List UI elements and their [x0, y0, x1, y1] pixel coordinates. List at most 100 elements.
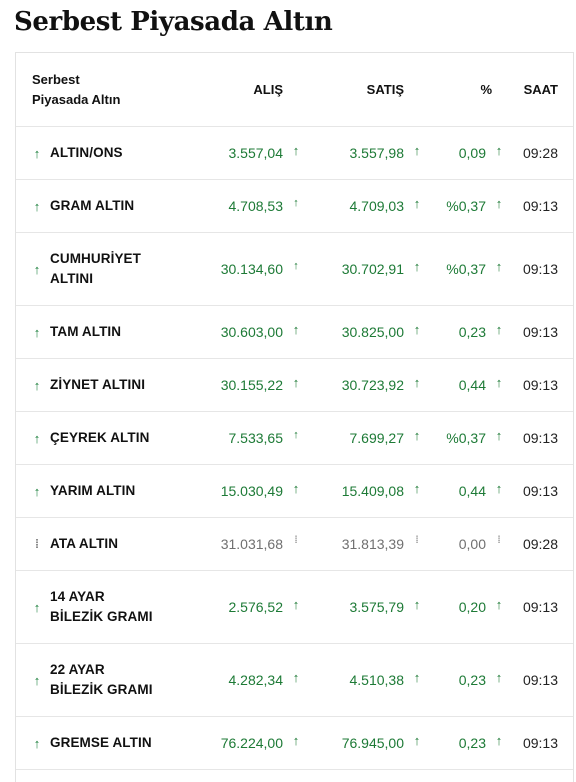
gold-type-label[interactable]: ÇEYREK ALTIN — [50, 428, 149, 448]
pct-value: 0,20 — [458, 599, 486, 615]
table-row[interactable]: ↑ 22 AYAR BİLEZİK GRAMI 4.282,34 ↑ 4.510,38 ↑ 0… — [16, 644, 573, 717]
cell-name: ↑ ALTIN/ONS — [16, 127, 176, 179]
gold-type-line1: 22 AYAR — [50, 662, 105, 677]
arrow-up-icon: ↑ — [413, 258, 421, 274]
arrow-up-icon: ↑ — [33, 145, 41, 161]
arrow-up-icon: ↑ — [495, 258, 503, 274]
alis-value: 3.557,04 — [228, 145, 284, 161]
cell-alis: 7.533,65 ↑ — [176, 412, 303, 464]
table-row[interactable]: ↑ CUMHURİYET ALTINI 30.134,60 ↑ 30.702,91 ↑ %0,… — [16, 233, 573, 306]
cell-pct: 0,20 ↑ — [424, 571, 506, 643]
cell-alis: 2.576,52 ↑ — [176, 571, 303, 643]
gold-type-label[interactable]: GREMSE ALTIN — [50, 733, 152, 753]
pct-value: %0,37 — [446, 430, 486, 446]
cell-saat: 09:13 — [506, 571, 558, 643]
gold-type-label[interactable]: CUMHURİYET ALTINI — [50, 249, 141, 289]
header-alis[interactable]: ALIŞ — [176, 53, 303, 126]
cell-saat: 09:13 — [506, 233, 558, 305]
time-value: 09:28 — [522, 536, 558, 552]
dots-vertical-icon: ⁞ — [497, 534, 501, 546]
arrow-up-icon: ↑ — [495, 596, 503, 612]
table-row[interactable]: ↑ ALTIN/ONS 3.557,04 ↑ 3.557,98 ↑ 0,09 ↑ 09:28 — [16, 127, 573, 180]
gold-type-label[interactable]: ATA ALTIN — [50, 534, 118, 554]
arrow-up-icon: ↑ — [413, 480, 421, 496]
arrow-up-icon: ↑ — [495, 427, 503, 443]
pct-value: 0,23 — [458, 672, 486, 688]
cell-pct: 0,23 ↑ — [424, 644, 506, 716]
table-row[interactable]: ↑ 14 AYAR BİLEZİK GRAMI 2.576,52 ↑ 3.575,79 ↑ 0… — [16, 571, 573, 644]
header-alis-label: ALIŞ — [253, 82, 283, 97]
table-row[interactable]: ↑ YARIM ALTIN 15.030,49 ↑ 15.409,08 ↑ 0,44 ↑ 09:… — [16, 465, 573, 518]
cell-satis: 4.510,38 ↑ — [303, 644, 424, 716]
header-satis-label: SATIŞ — [366, 82, 404, 97]
arrow-up-icon: ↑ — [33, 599, 41, 615]
table-row[interactable]: ↑ ÇEYREK ALTIN 7.533,65 ↑ 7.699,27 ↑ %0,37 ↑ 09:… — [16, 412, 573, 465]
alis-value: 30.155,22 — [220, 377, 283, 393]
cell-alis: 30.134,60 ↑ — [176, 233, 303, 305]
gold-type-label[interactable]: GRAM ALTIN — [50, 196, 134, 216]
pct-value: 0,44 — [458, 377, 486, 393]
gold-type-label[interactable]: ZİYNET ALTINI — [50, 375, 145, 395]
time-value: 09:13 — [522, 324, 558, 340]
cell-satis: 7.699,27 ↑ — [303, 412, 424, 464]
arrow-up-icon: ↑ — [292, 732, 300, 748]
time-value: 09:13 — [522, 198, 558, 214]
header-pct[interactable]: % — [424, 53, 506, 126]
header-satis[interactable]: SATIŞ — [303, 53, 424, 126]
satis-value: 3.575,79 — [349, 599, 405, 615]
header-saat-label: SAAT — [523, 82, 558, 97]
pct-value: %0,37 — [446, 261, 486, 277]
pct-value: 0,44 — [458, 483, 486, 499]
gold-type-line1: ATA ALTIN — [50, 536, 119, 551]
gold-type-label[interactable]: YARIM ALTIN — [50, 481, 135, 501]
page-title: Serbest Piyasada Altın — [14, 7, 333, 37]
cell-name: ↑ CUMHURİYET ALTINI — [16, 233, 176, 305]
cell-name: ↑ ZİYNET ALTINI — [16, 359, 176, 411]
satis-value: 30.825,00 — [341, 324, 404, 340]
gold-type-line1: ÇEYREK ALTIN — [50, 430, 150, 445]
satis-value: 4.510,38 — [349, 672, 405, 688]
table-row[interactable]: ↑ TAM ALTIN 30.603,00 ↑ 30.825,00 ↑ 0,23 ↑ 09:13 — [16, 306, 573, 359]
cell-name: ↑ 14 AYAR BİLEZİK GRAMI — [16, 571, 176, 643]
arrow-up-icon: ↑ — [495, 480, 503, 496]
cell-alis: 76.224,00 ↑ — [176, 717, 303, 769]
time-value: 09:13 — [522, 261, 558, 277]
alis-value: 7.533,65 — [228, 430, 284, 446]
gold-type-line1: ZİYNET ALTINI — [50, 377, 146, 392]
gold-type-line2: BİLEZİK GRAMI — [50, 609, 153, 624]
cell-satis: 4.709,03 ↑ — [303, 180, 424, 232]
cell-satis: 15.409,08 ↑ — [303, 465, 424, 517]
cell-saat: 09:13 — [506, 306, 558, 358]
gold-type-line1: 14 AYAR — [50, 589, 105, 604]
arrow-up-icon: ↑ — [413, 596, 421, 612]
gold-type-label[interactable]: 14 AYAR BİLEZİK GRAMI — [50, 587, 153, 627]
arrow-up-icon: ↑ — [413, 195, 421, 211]
arrow-up-icon: ↑ — [292, 480, 300, 496]
gold-price-table: Serbest Piyasada Altın ALIŞ SATIŞ % SAAT… — [15, 52, 574, 782]
time-value: 09:13 — [522, 672, 558, 688]
cell-saat: 09:13 — [506, 359, 558, 411]
table-row[interactable]: ↑ GREMSE ALTIN 76.224,00 ↑ 76.945,00 ↑ 0,23 ↑ 09… — [16, 717, 573, 770]
cell-pct: %0,37 ↑ — [424, 412, 506, 464]
cell-name: ↑ ÇEYREK ALTIN — [16, 412, 176, 464]
gold-type-label[interactable]: TAM ALTIN — [50, 322, 121, 342]
header-saat[interactable]: SAAT — [506, 53, 558, 126]
arrow-up-icon: ↑ — [413, 374, 421, 390]
alis-value: 30.134,60 — [220, 261, 283, 277]
arrow-up-icon: ↑ — [292, 596, 300, 612]
gold-type-label[interactable]: ALTIN/ONS — [50, 143, 123, 163]
header-name: Serbest Piyasada Altın — [32, 53, 172, 126]
table-row[interactable]: ↑ ZİYNET ALTINI 30.155,22 ↑ 30.723,92 ↑ 0,44 ↑ 0… — [16, 359, 573, 412]
time-value: 09:28 — [522, 145, 558, 161]
table-row[interactable]: ↑ GRAM ALTIN 4.708,53 ↑ 4.709,03 ↑ %0,37 ↑ 09:13 — [16, 180, 573, 233]
arrow-up-icon: ↑ — [495, 321, 503, 337]
alis-value: 31.031,68 — [220, 536, 283, 552]
cell-saat: 09:13 — [506, 180, 558, 232]
gold-type-label[interactable]: 22 AYAR BİLEZİK GRAMI — [50, 660, 153, 700]
table-row[interactable]: ⁞ ATA ALTIN 31.031,68 ⁞ 31.813,39 ⁞ 0,00 ⁞ 09:28 — [16, 518, 573, 571]
arrow-up-icon: ↑ — [293, 197, 299, 209]
satis-value: 4.709,03 — [349, 198, 405, 214]
arrow-up-icon: ↑ — [33, 261, 41, 277]
pct-value: 0,09 — [458, 145, 486, 161]
cell-satis: 3.557,98 ↑ — [303, 127, 424, 179]
